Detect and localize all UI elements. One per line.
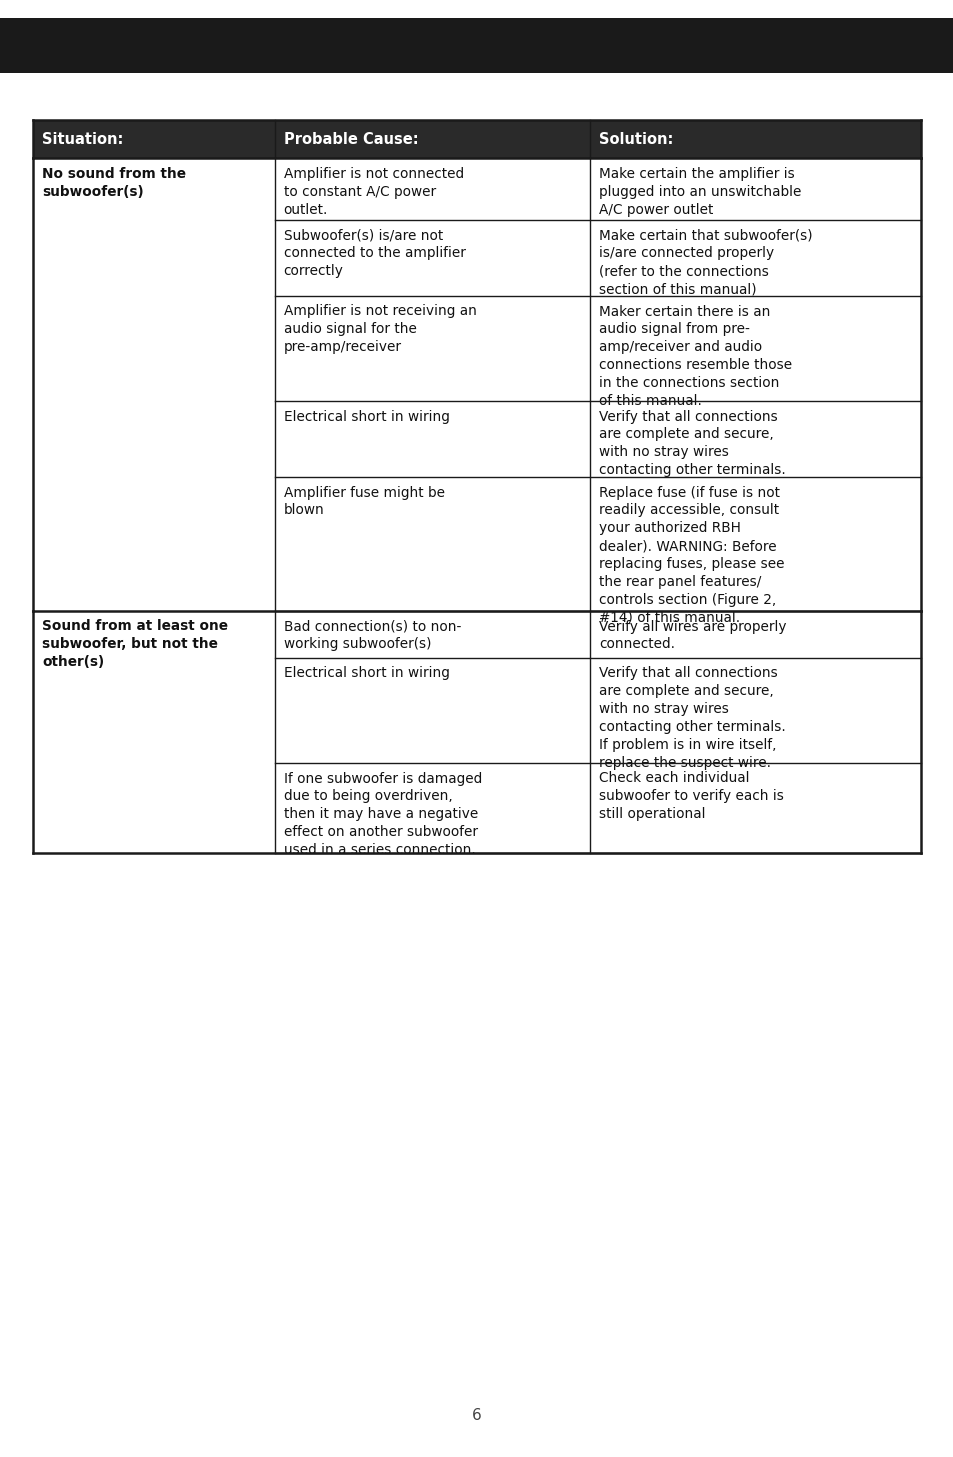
Text: Maker certain there is an
audio signal from pre-
amp/receiver and audio
connecti: Maker certain there is an audio signal f… <box>598 305 791 408</box>
Text: Solution:: Solution: <box>598 131 673 147</box>
Bar <box>274 657 589 762</box>
Bar <box>274 762 589 852</box>
Text: Check each individual
subwoofer to verify each is
still operational: Check each individual subwoofer to verif… <box>598 772 782 822</box>
Text: Verify that all connections
are complete and secure,
with no stray wires
contact: Verify that all connections are complete… <box>598 409 784 476</box>
Bar <box>589 657 920 762</box>
Bar <box>589 610 920 657</box>
Bar <box>589 157 920 220</box>
Bar <box>33 119 920 157</box>
Bar <box>274 610 589 657</box>
Text: Verify that all connections
are complete and secure,
with no stray wires
contact: Verify that all connections are complete… <box>598 666 784 769</box>
Bar <box>274 401 589 476</box>
Bar <box>33 157 274 610</box>
Text: Make certain that subwoofer(s)
is/are connected properly
(refer to the connectio: Make certain that subwoofer(s) is/are co… <box>598 229 812 296</box>
Text: Situation:: Situation: <box>42 131 123 147</box>
Bar <box>274 157 589 220</box>
Bar <box>274 296 589 401</box>
Text: Probable Cause:: Probable Cause: <box>283 131 417 147</box>
Text: If one subwoofer is damaged
due to being overdriven,
then it may have a negative: If one subwoofer is damaged due to being… <box>283 772 481 857</box>
Text: No sound from the
subwoofer(s): No sound from the subwoofer(s) <box>42 168 186 198</box>
Text: Bad connection(s) to non-
working subwoofer(s): Bad connection(s) to non- working subwoo… <box>283 619 460 651</box>
Text: Sound from at least one
subwoofer, but not the
other(s): Sound from at least one subwoofer, but n… <box>42 619 228 669</box>
Bar <box>589 476 920 610</box>
Text: Subwoofer(s) is/are not
connected to the amplifier
correctly: Subwoofer(s) is/are not connected to the… <box>283 229 465 278</box>
Bar <box>589 296 920 401</box>
Text: Electrical short in wiring: Electrical short in wiring <box>283 409 449 424</box>
Text: Electrical short in wiring: Electrical short in wiring <box>283 666 449 680</box>
Bar <box>589 401 920 476</box>
Text: 6: 6 <box>472 1407 481 1422</box>
Text: Amplifier is not receiving an
audio signal for the
pre-amp/receiver: Amplifier is not receiving an audio sign… <box>283 305 476 354</box>
Bar <box>589 762 920 852</box>
Bar <box>274 220 589 296</box>
Bar <box>274 476 589 610</box>
Text: Amplifier is not connected
to constant A/C power
outlet.: Amplifier is not connected to constant A… <box>283 168 463 217</box>
Bar <box>0 17 953 73</box>
Text: Make certain the amplifier is
plugged into an unswitchable
A/C power outlet: Make certain the amplifier is plugged in… <box>598 168 801 217</box>
Bar <box>589 220 920 296</box>
Text: Replace fuse (if fuse is not
readily accessible, consult
your authorized RBH
dea: Replace fuse (if fuse is not readily acc… <box>598 485 783 625</box>
Bar <box>33 610 274 852</box>
Text: Amplifier fuse might be
blown: Amplifier fuse might be blown <box>283 485 444 517</box>
Text: Verify all wires are properly
connected.: Verify all wires are properly connected. <box>598 619 785 651</box>
